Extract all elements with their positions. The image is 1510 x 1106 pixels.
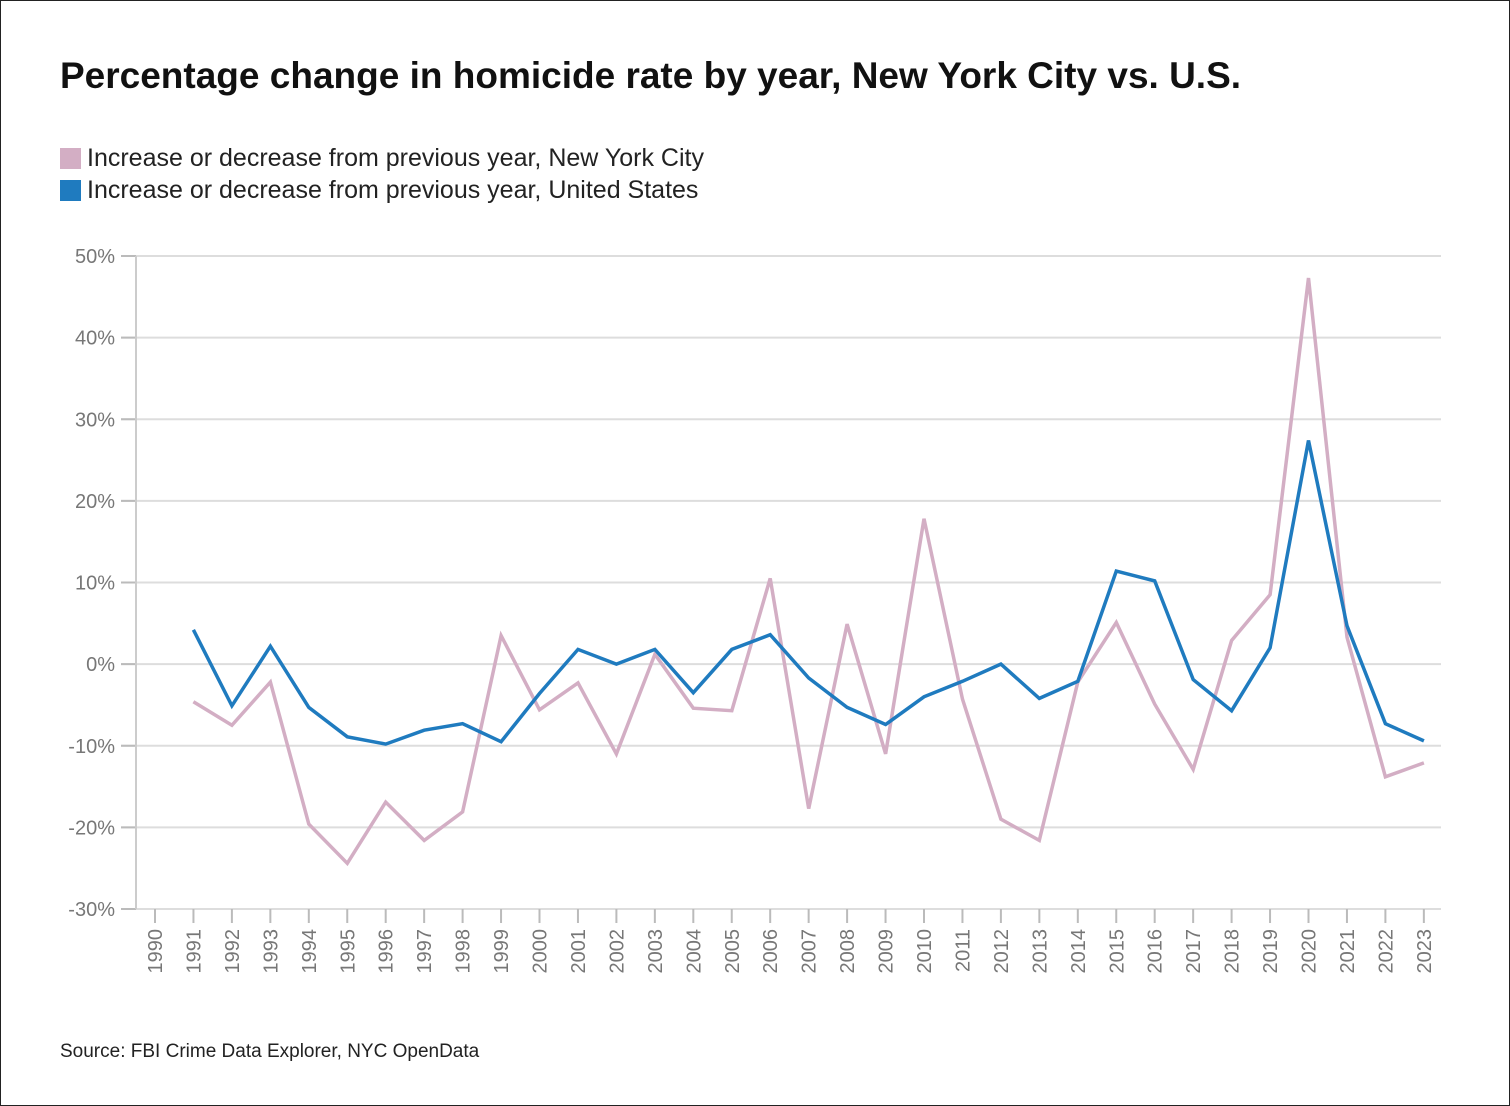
x-tick-label: 2016 xyxy=(1145,929,1167,974)
y-tick-label: 40% xyxy=(75,328,115,350)
x-tick-label: 2011 xyxy=(952,929,974,972)
y-tick-label: 20% xyxy=(75,491,115,513)
y-tick-label: 10% xyxy=(75,573,115,595)
x-tick-label: 2018 xyxy=(1222,929,1244,974)
legend-swatch-nyc xyxy=(60,147,81,169)
chart-title: Percentage change in homicide rate by ye… xyxy=(60,55,1242,96)
x-tick-label: 1994 xyxy=(299,929,321,974)
legend-item-nyc: Increase or decrease from previous year,… xyxy=(60,142,704,174)
legend-swatch-us xyxy=(60,179,81,201)
series-line-us xyxy=(191,440,1425,746)
source-note: Source: FBI Crime Data Explorer, NYC Ope… xyxy=(60,1041,480,1062)
x-tick-label: 2001 xyxy=(568,929,590,974)
x-tick-label: 2014 xyxy=(1068,929,1090,974)
legend-item-us: Increase or decrease from previous year,… xyxy=(60,174,704,206)
x-tick-label: 2013 xyxy=(1029,929,1051,974)
x-tick-label: 2022 xyxy=(1375,929,1397,974)
x-tick-label: 2015 xyxy=(1106,929,1128,974)
y-tick-label: 30% xyxy=(75,409,115,431)
x-tick-label: 2023 xyxy=(1414,929,1436,974)
x-tick-label: 2005 xyxy=(722,929,744,974)
x-tick-label: 2007 xyxy=(799,929,821,974)
x-tick-label: 2009 xyxy=(876,929,898,974)
y-tick-label: -20% xyxy=(68,817,115,839)
y-tick-label: -30% xyxy=(68,899,115,921)
x-tick-label: 2010 xyxy=(914,929,936,974)
legend: Increase or decrease from previous year,… xyxy=(60,142,704,206)
x-tick-label: 1990 xyxy=(145,929,167,974)
x-tick-label: 1996 xyxy=(376,929,398,974)
x-tick-label: 2003 xyxy=(645,929,667,974)
x-tick-label: 2021 xyxy=(1337,929,1359,974)
x-tick-label: 1995 xyxy=(337,929,359,974)
x-tick-label: 2008 xyxy=(837,929,859,974)
x-tick-label: 2019 xyxy=(1260,929,1282,974)
legend-label-us: Increase or decrease from previous year,… xyxy=(87,175,699,204)
x-tick-label: 1997 xyxy=(414,929,436,974)
y-tick-label: 50% xyxy=(75,246,115,268)
x-tick-label: 1991 xyxy=(183,929,205,974)
y-tick-label: -10% xyxy=(68,736,115,758)
x-tick-label: 1998 xyxy=(453,929,475,974)
x-tick-label: 1993 xyxy=(260,929,282,974)
x-tick-label: 1992 xyxy=(222,929,244,974)
series-line-nyc xyxy=(192,277,1425,867)
legend-label-nyc: Increase or decrease from previous year,… xyxy=(87,143,704,172)
x-tick-label: 2000 xyxy=(530,929,552,974)
x-tick-label: 2004 xyxy=(683,929,705,974)
y-tick-label: 0% xyxy=(86,654,115,676)
x-tick-label: 2020 xyxy=(1299,929,1321,974)
x-tick-label: 2006 xyxy=(760,929,782,974)
x-tick-label: 2012 xyxy=(991,929,1013,974)
x-tick-label: 2017 xyxy=(1183,929,1205,974)
x-tick-label: 2002 xyxy=(606,929,628,974)
x-tick-label: 1999 xyxy=(491,929,513,974)
